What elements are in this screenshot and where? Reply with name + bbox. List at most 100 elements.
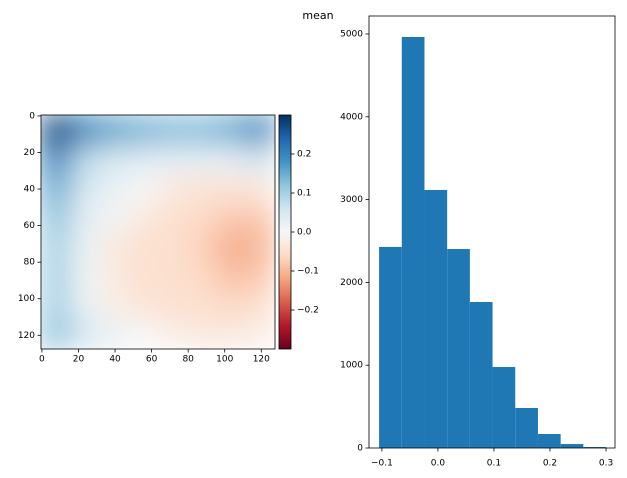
y-tick-label: 80 (24, 258, 36, 268)
cell (99, 144, 130, 174)
y-tick-label: 0 (29, 111, 35, 121)
cell (70, 319, 100, 349)
cell (245, 115, 275, 145)
cell (128, 144, 159, 174)
cell (216, 290, 247, 321)
cell (158, 290, 188, 321)
cell (216, 173, 247, 204)
colorbar-tick-label: 0.0 (297, 228, 312, 238)
cell (99, 319, 130, 349)
bar (560, 444, 584, 448)
cell (245, 319, 275, 349)
x-tick-label: 0.2 (543, 459, 557, 469)
y-tick-label: 60 (24, 221, 36, 231)
y-tick-label: 20 (24, 148, 36, 158)
bar (583, 447, 607, 448)
cell (158, 115, 188, 145)
cell (41, 115, 71, 145)
cell (41, 202, 71, 233)
cell (70, 290, 100, 321)
y-tick-label: 40 (24, 185, 36, 195)
cell (128, 232, 159, 262)
cell (187, 319, 217, 349)
cell (99, 115, 130, 145)
cell (99, 232, 130, 262)
cell (41, 232, 71, 262)
cell (158, 319, 188, 349)
cell (187, 202, 217, 233)
cell (216, 115, 247, 145)
bar (379, 246, 402, 448)
x-tick-label: 120 (253, 355, 270, 365)
cell (158, 144, 188, 174)
cell (41, 319, 71, 349)
y-tick-label: 120 (18, 331, 35, 341)
colorbar-tick-label: −0.1 (297, 267, 319, 277)
bar (492, 367, 516, 448)
x-tick-label: 60 (146, 355, 158, 365)
cell (128, 261, 159, 291)
cell (187, 144, 217, 174)
y-tick-label: 2000 (340, 278, 363, 288)
cell (245, 144, 275, 174)
cell (70, 144, 100, 174)
x-tick-label: 0.3 (599, 459, 613, 469)
cell (99, 290, 130, 321)
y-tick-label: 5000 (340, 29, 363, 39)
bar (447, 249, 470, 448)
cell (128, 115, 159, 145)
cell (216, 261, 247, 291)
cell (99, 202, 130, 233)
cell (128, 202, 159, 233)
cell (187, 115, 217, 145)
x-tick-label: 40 (109, 355, 121, 365)
x-tick-label: 0.1 (487, 459, 501, 469)
axes-frame (368, 15, 616, 449)
x-tick-label: 20 (73, 355, 85, 365)
cell (216, 202, 247, 233)
x-tick-label: 0.0 (431, 459, 446, 469)
cell (187, 290, 217, 321)
colorbar-tick-label: −0.2 (297, 306, 319, 316)
cell (41, 290, 71, 321)
cell (128, 173, 159, 204)
cell (158, 173, 188, 204)
cell (245, 290, 275, 321)
y-tick-label: 0 (357, 444, 363, 454)
cell (128, 319, 159, 349)
cell (158, 232, 188, 262)
cell (187, 261, 217, 291)
cell (99, 261, 130, 291)
cell (216, 319, 247, 349)
cell (70, 261, 100, 291)
cell (158, 261, 188, 291)
cell (41, 144, 71, 174)
bar (515, 408, 538, 448)
cell (216, 144, 247, 174)
bar (401, 36, 425, 448)
cell (41, 261, 71, 291)
colorbar-tick-label: 0.2 (297, 150, 311, 160)
cell (245, 232, 275, 262)
cell (70, 202, 100, 233)
cell (245, 261, 275, 291)
cell (187, 232, 217, 262)
x-tick-label: −0.1 (371, 459, 393, 469)
image-cells (41, 115, 275, 349)
y-tick-label: 1000 (340, 361, 363, 371)
axes-frame (40, 114, 276, 350)
cell (41, 173, 71, 204)
bar (537, 434, 561, 448)
image (41, 115, 275, 349)
cell (99, 173, 130, 204)
cell (216, 232, 247, 262)
cell (70, 115, 100, 145)
cell (70, 232, 100, 262)
y-tick-label: 4000 (340, 112, 363, 122)
x-tick-label: 100 (216, 355, 233, 365)
cell (70, 173, 100, 204)
x-tick-label: 80 (182, 355, 194, 365)
y-tick-label: 3000 (340, 195, 363, 205)
cell (187, 173, 217, 204)
